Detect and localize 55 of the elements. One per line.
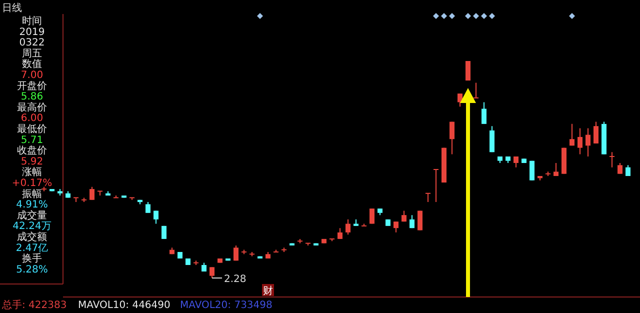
annotation: 5.28% (16, 264, 48, 276)
candlestick (570, 123, 574, 146)
candlestick (154, 210, 158, 224)
annotation: 2.28 (224, 274, 246, 285)
annotation: 最低价 (17, 123, 47, 135)
annotation: 2.47亿 (16, 242, 48, 254)
text: 日线 (2, 2, 22, 14)
candlestick (146, 202, 150, 214)
candlestick (97, 190, 103, 196)
annotation: 5.92 (20, 156, 44, 168)
candlestick (234, 244, 238, 262)
annotation: 5.86 (20, 92, 44, 103)
text: 时间 (22, 15, 42, 27)
candlestick (618, 162, 622, 174)
text: MAVOL10: 446490 (78, 300, 170, 311)
candlestick (425, 192, 431, 203)
annotation: 4.91% (16, 200, 48, 211)
candlestick (433, 169, 439, 203)
text: MAVOL20: 733498 (180, 300, 272, 311)
candlestick (482, 102, 486, 124)
candlestick (346, 218, 350, 236)
annotation: 振幅 (22, 188, 42, 200)
candlestick (338, 228, 342, 240)
annotation: 7.00 (20, 70, 44, 81)
candlestick (609, 152, 615, 168)
text: 周五 (22, 48, 42, 60)
candlestick (586, 128, 590, 157)
candlestick (473, 82, 479, 98)
candlestick (410, 214, 414, 229)
annotation: 成交量 (17, 209, 47, 222)
annotation: +0.17% (12, 178, 52, 189)
annotation: 数值 (22, 59, 42, 70)
candlestick (90, 186, 94, 200)
candlestick (450, 121, 454, 155)
annotation: 6.00 (20, 113, 44, 124)
text: 0322 (19, 38, 45, 49)
candlestick (578, 128, 582, 155)
annotation: 涨幅 (22, 166, 42, 178)
candlestick (162, 225, 166, 240)
text: 总手: 422383 (1, 299, 67, 311)
candlestick (73, 197, 79, 203)
annotation: 开盘价 (17, 80, 47, 92)
candlestick (490, 126, 494, 153)
annotation: 42.24万 (12, 221, 52, 232)
text: 2019 (19, 26, 45, 38)
candlestick (394, 221, 398, 233)
annotation: 收盘价 (17, 144, 47, 157)
annotation: 5.71 (20, 134, 44, 146)
annotation: 成交额 (17, 231, 47, 243)
candlestick (594, 121, 598, 144)
annotation: 最高价 (17, 101, 47, 114)
text: 财 (263, 285, 273, 297)
annotation: 换手 (22, 252, 42, 265)
candlestick (554, 162, 558, 177)
candlestick (210, 266, 214, 278)
